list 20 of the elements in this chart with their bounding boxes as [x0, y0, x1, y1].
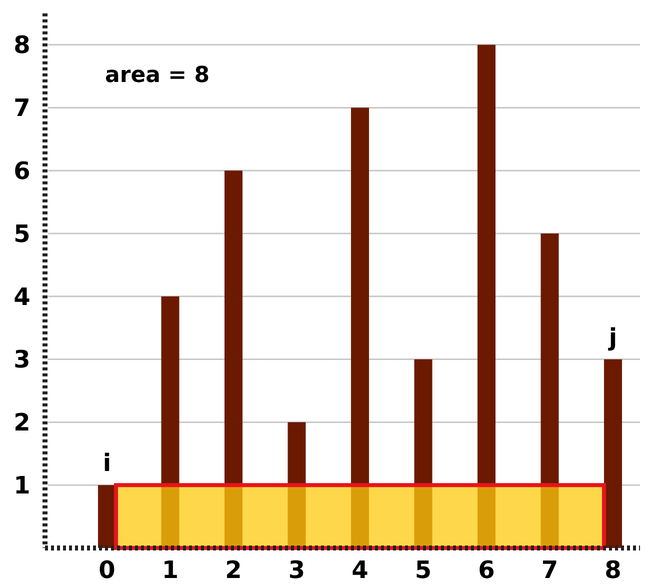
y-tick-label: 2 [14, 408, 30, 437]
y-tick-label: 5 [14, 220, 30, 248]
y-tick-label: 4 [14, 282, 30, 311]
x-tick-label: 2 [225, 556, 242, 584]
y-tick-label: 6 [14, 157, 30, 185]
x-tick-label: 6 [478, 556, 495, 584]
x-tick-label: 3 [288, 556, 306, 584]
annotation: area = 8 [105, 63, 210, 88]
y-tick-label: 1 [14, 472, 30, 500]
x-tick-label: 5 [414, 556, 432, 584]
x-tick-label: 0 [98, 556, 116, 584]
annotation: i [102, 449, 112, 478]
y-tick-label: 8 [14, 31, 30, 60]
x-tick-label: 8 [604, 556, 622, 584]
annotation: j [608, 323, 618, 352]
x-tick-label: 7 [541, 556, 558, 584]
y-tick-label: 7 [14, 94, 30, 122]
y-tick-label: 3 [14, 346, 30, 374]
x-tick-label: 4 [352, 556, 368, 584]
x-tick-label: 1 [162, 556, 179, 584]
